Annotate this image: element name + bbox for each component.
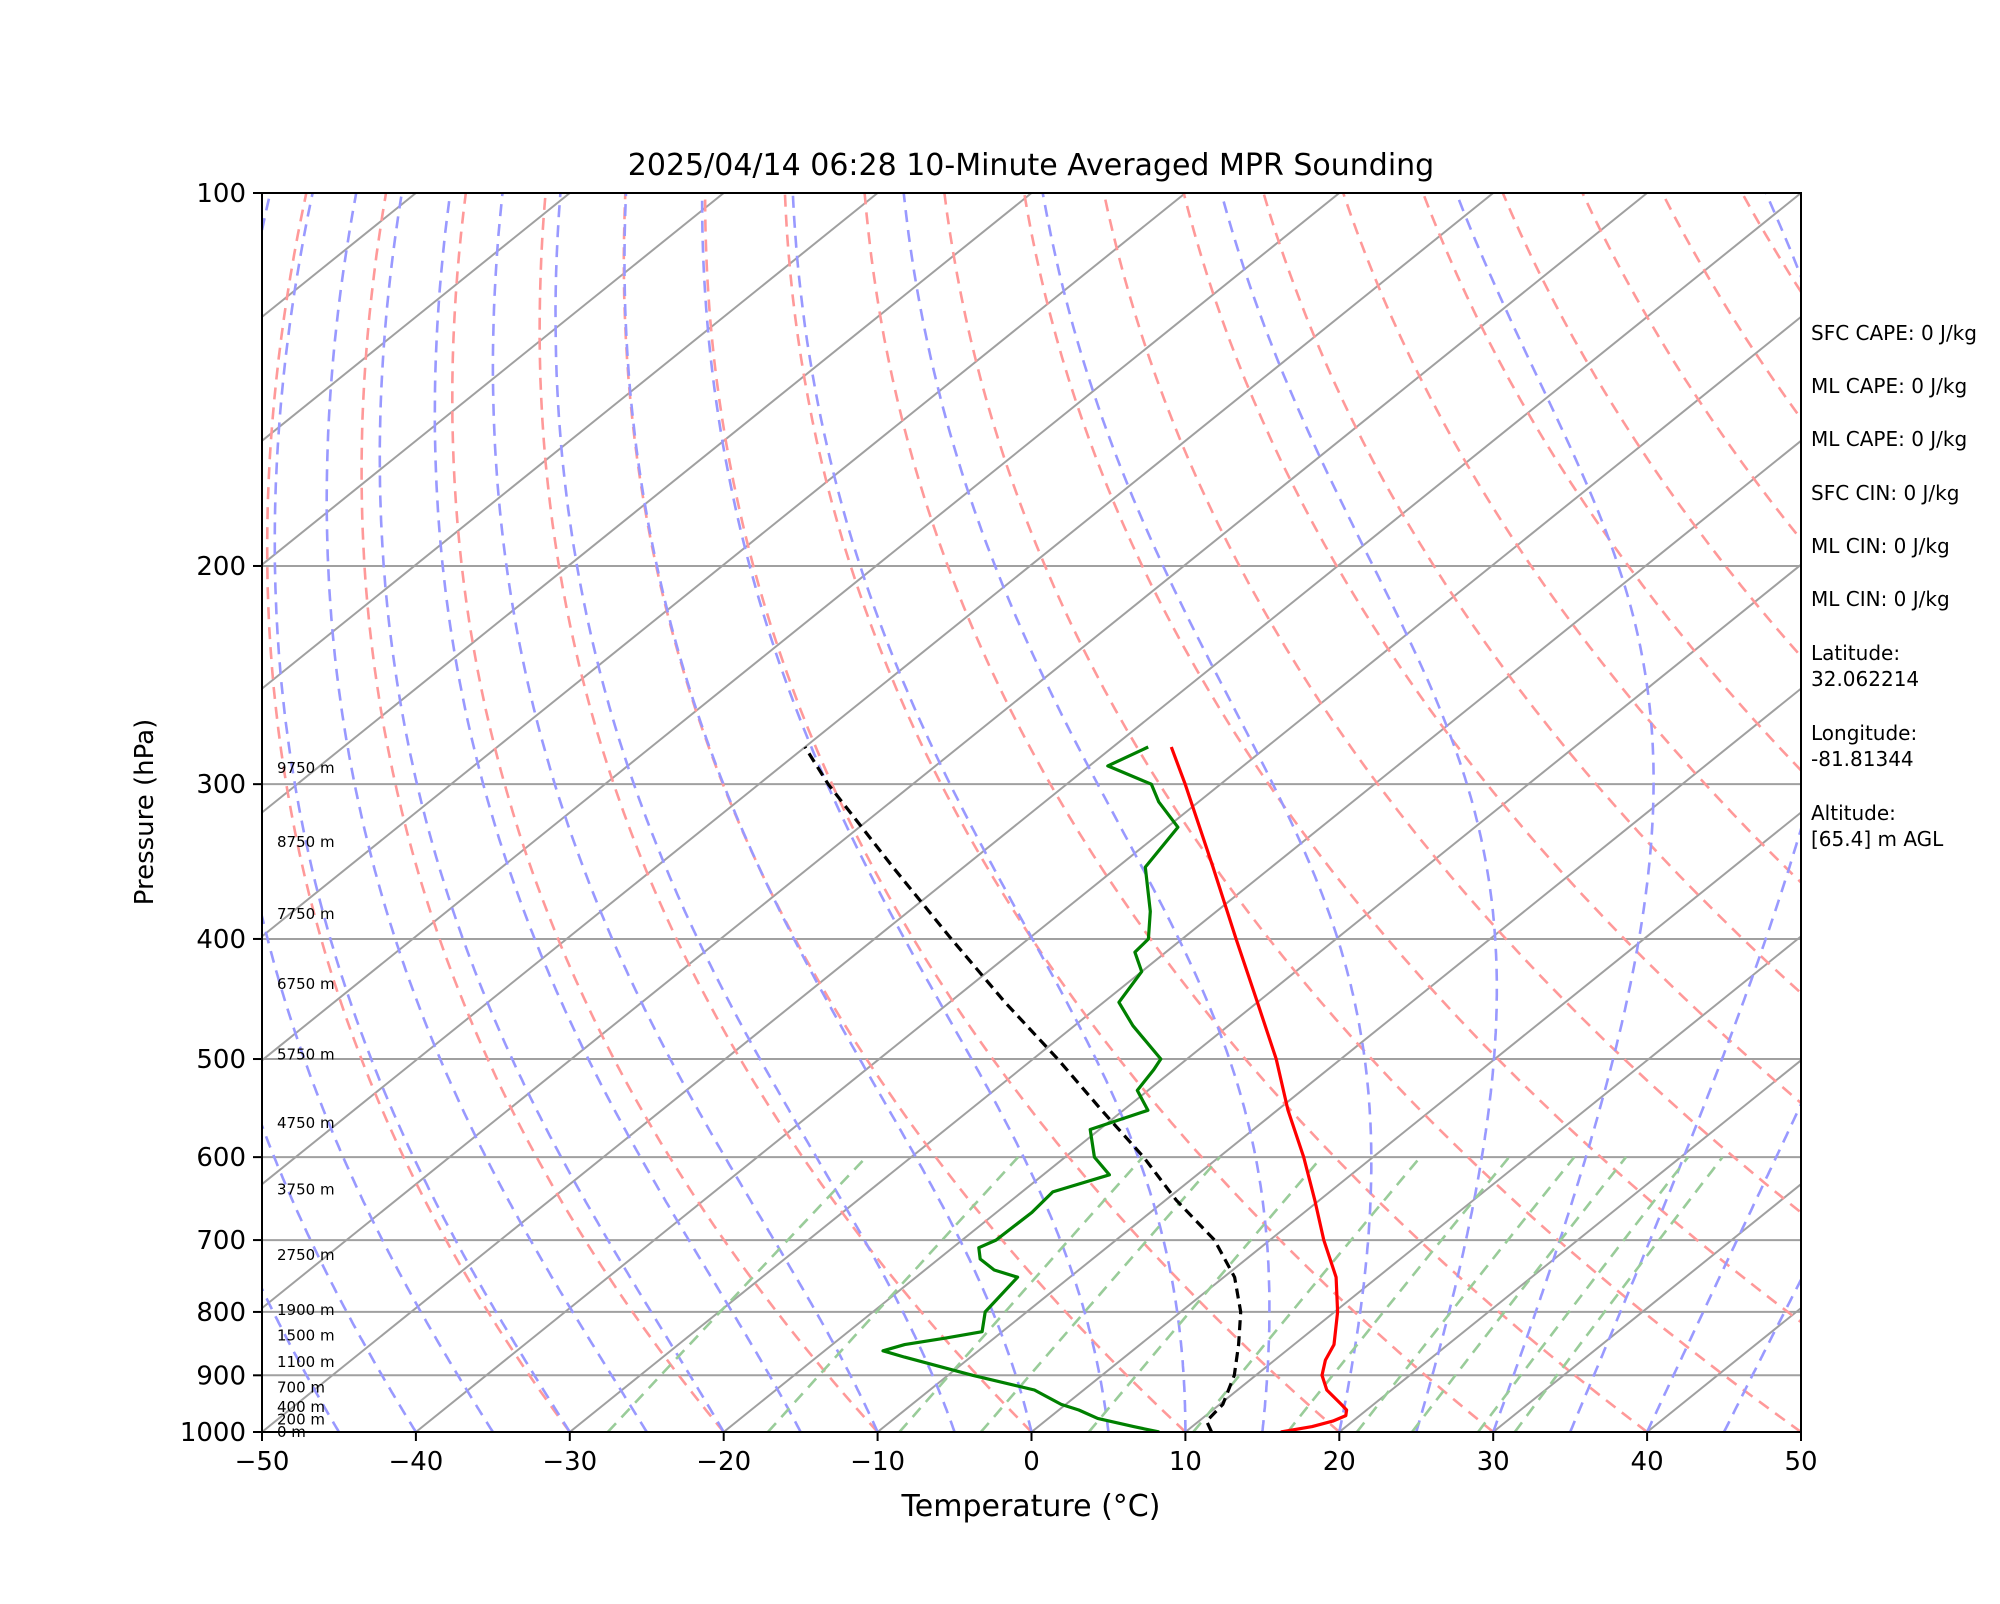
info-annotation: ML CAPE: 0 J/kg <box>1811 374 1967 398</box>
x-tick-label: 50 <box>1784 1447 1817 1477</box>
info-annotation: SFC CIN: 0 J/kg <box>1811 481 1959 505</box>
dry-adiabat <box>785 193 1493 1432</box>
dry-adiabat <box>944 193 1801 1432</box>
info-annotation: Altitude:[65.4] m AGL <box>1811 801 1944 851</box>
y-tick-label: 500 <box>196 1045 246 1075</box>
x-tick-label: 40 <box>1631 1447 1664 1477</box>
moist-adiabat <box>1570 193 1852 1432</box>
moist-adiabat <box>1456 193 1653 1432</box>
y-tick-label: 600 <box>196 1143 246 1173</box>
moist-adiabat <box>702 193 1108 1432</box>
height-label: 8750 m <box>277 833 335 851</box>
x-axis-label: Temperature (°C) <box>901 1489 1161 1524</box>
height-label: 700 m <box>277 1379 325 1397</box>
x-tick-label: −40 <box>388 1447 443 1477</box>
y-tick-label: 800 <box>196 1298 246 1328</box>
height-label: 1900 m <box>277 1301 335 1319</box>
x-tick-label: −10 <box>850 1447 905 1477</box>
temperature-line <box>1171 747 1346 1432</box>
height-label: 2750 m <box>277 1246 335 1264</box>
x-tick-label: 0 <box>1023 1447 1040 1477</box>
parcel-line <box>805 747 1241 1432</box>
info-annotation: ML CIN: 0 J/kg <box>1811 534 1950 558</box>
moist-adiabat <box>556 193 955 1432</box>
moist-adiabat <box>904 193 1270 1432</box>
moist-adiabats <box>67 193 2000 1432</box>
x-tick-label: −30 <box>542 1447 597 1477</box>
moist-adiabat <box>625 193 1032 1432</box>
mixing-ratio-line <box>1089 1157 1322 1432</box>
info-annotations: SFC CAPE: 0 J/kg ML CAPE: 0 J/kg ML CAPE: … <box>1811 321 1977 851</box>
y-axis-label: Pressure (hPa) <box>130 719 160 906</box>
height-label: 9750 m <box>277 759 335 777</box>
isotherm-line <box>0 193 1185 1432</box>
moist-adiabat <box>327 193 647 1432</box>
x-tick-label: −50 <box>235 1447 290 1477</box>
dry-adiabat <box>624 193 1186 1432</box>
y-axis-ticks: 1000 900 800 700 600 500 400 300 200 100 <box>180 179 262 1448</box>
info-annotation: ML CIN: 0 J/kg <box>1811 587 1950 611</box>
y-tick-label: 1000 <box>180 1418 246 1448</box>
info-annotation: ML CAPE: 0 J/kg <box>1811 427 1967 451</box>
dry-adiabats <box>267 193 2000 1432</box>
moist-adiabat <box>380 193 724 1432</box>
mixing-ratio-line <box>768 1157 1018 1432</box>
y-tick-label: 900 <box>196 1361 246 1391</box>
height-label: 3750 m <box>277 1180 335 1198</box>
isotherm-line <box>724 193 2000 1432</box>
y-tick-label: 100 <box>196 179 246 209</box>
moist-adiabat <box>435 193 801 1432</box>
height-label: 6750 m <box>277 975 335 993</box>
height-label: 1500 m <box>277 1327 335 1345</box>
mixing-ratio-line <box>1515 1157 1723 1432</box>
height-label: 4750 m <box>277 1114 335 1132</box>
x-tick-label: 30 <box>1477 1447 1510 1477</box>
x-tick-label: −20 <box>696 1447 751 1477</box>
dry-adiabat <box>540 193 1032 1432</box>
moist-adiabat <box>493 193 878 1432</box>
mixing-ratio-line <box>608 1157 866 1432</box>
height-label: 400 m <box>277 1398 325 1416</box>
x-axis-ticks: −50 −40 −30 −20 −10 0 10 20 30 40 50 <box>235 1432 1818 1477</box>
moist-adiabat <box>1043 193 1372 1432</box>
info-annotation: SFC CAPE: 0 J/kg <box>1811 321 1977 345</box>
info-annotation: Longitude:-81.81344 <box>1811 721 1917 771</box>
y-tick-label: 300 <box>196 770 246 800</box>
height-label: 7750 m <box>277 905 335 923</box>
height-label: 1100 m <box>277 1353 335 1371</box>
y-tick-label: 200 <box>196 552 246 582</box>
info-annotation: Latitude:32.062214 <box>1811 641 1919 691</box>
dry-adiabat <box>1981 193 2000 1432</box>
x-tick-label: 10 <box>1169 1447 1202 1477</box>
x-tick-label: 20 <box>1323 1447 1356 1477</box>
y-tick-label: 700 <box>196 1226 246 1256</box>
chart-title: 2025/04/14 06:28 10-Minute Averaged MPR … <box>628 148 1434 183</box>
y-tick-label: 400 <box>196 925 246 955</box>
sounding-series <box>805 747 1347 1432</box>
height-label: 5750 m <box>277 1046 335 1064</box>
